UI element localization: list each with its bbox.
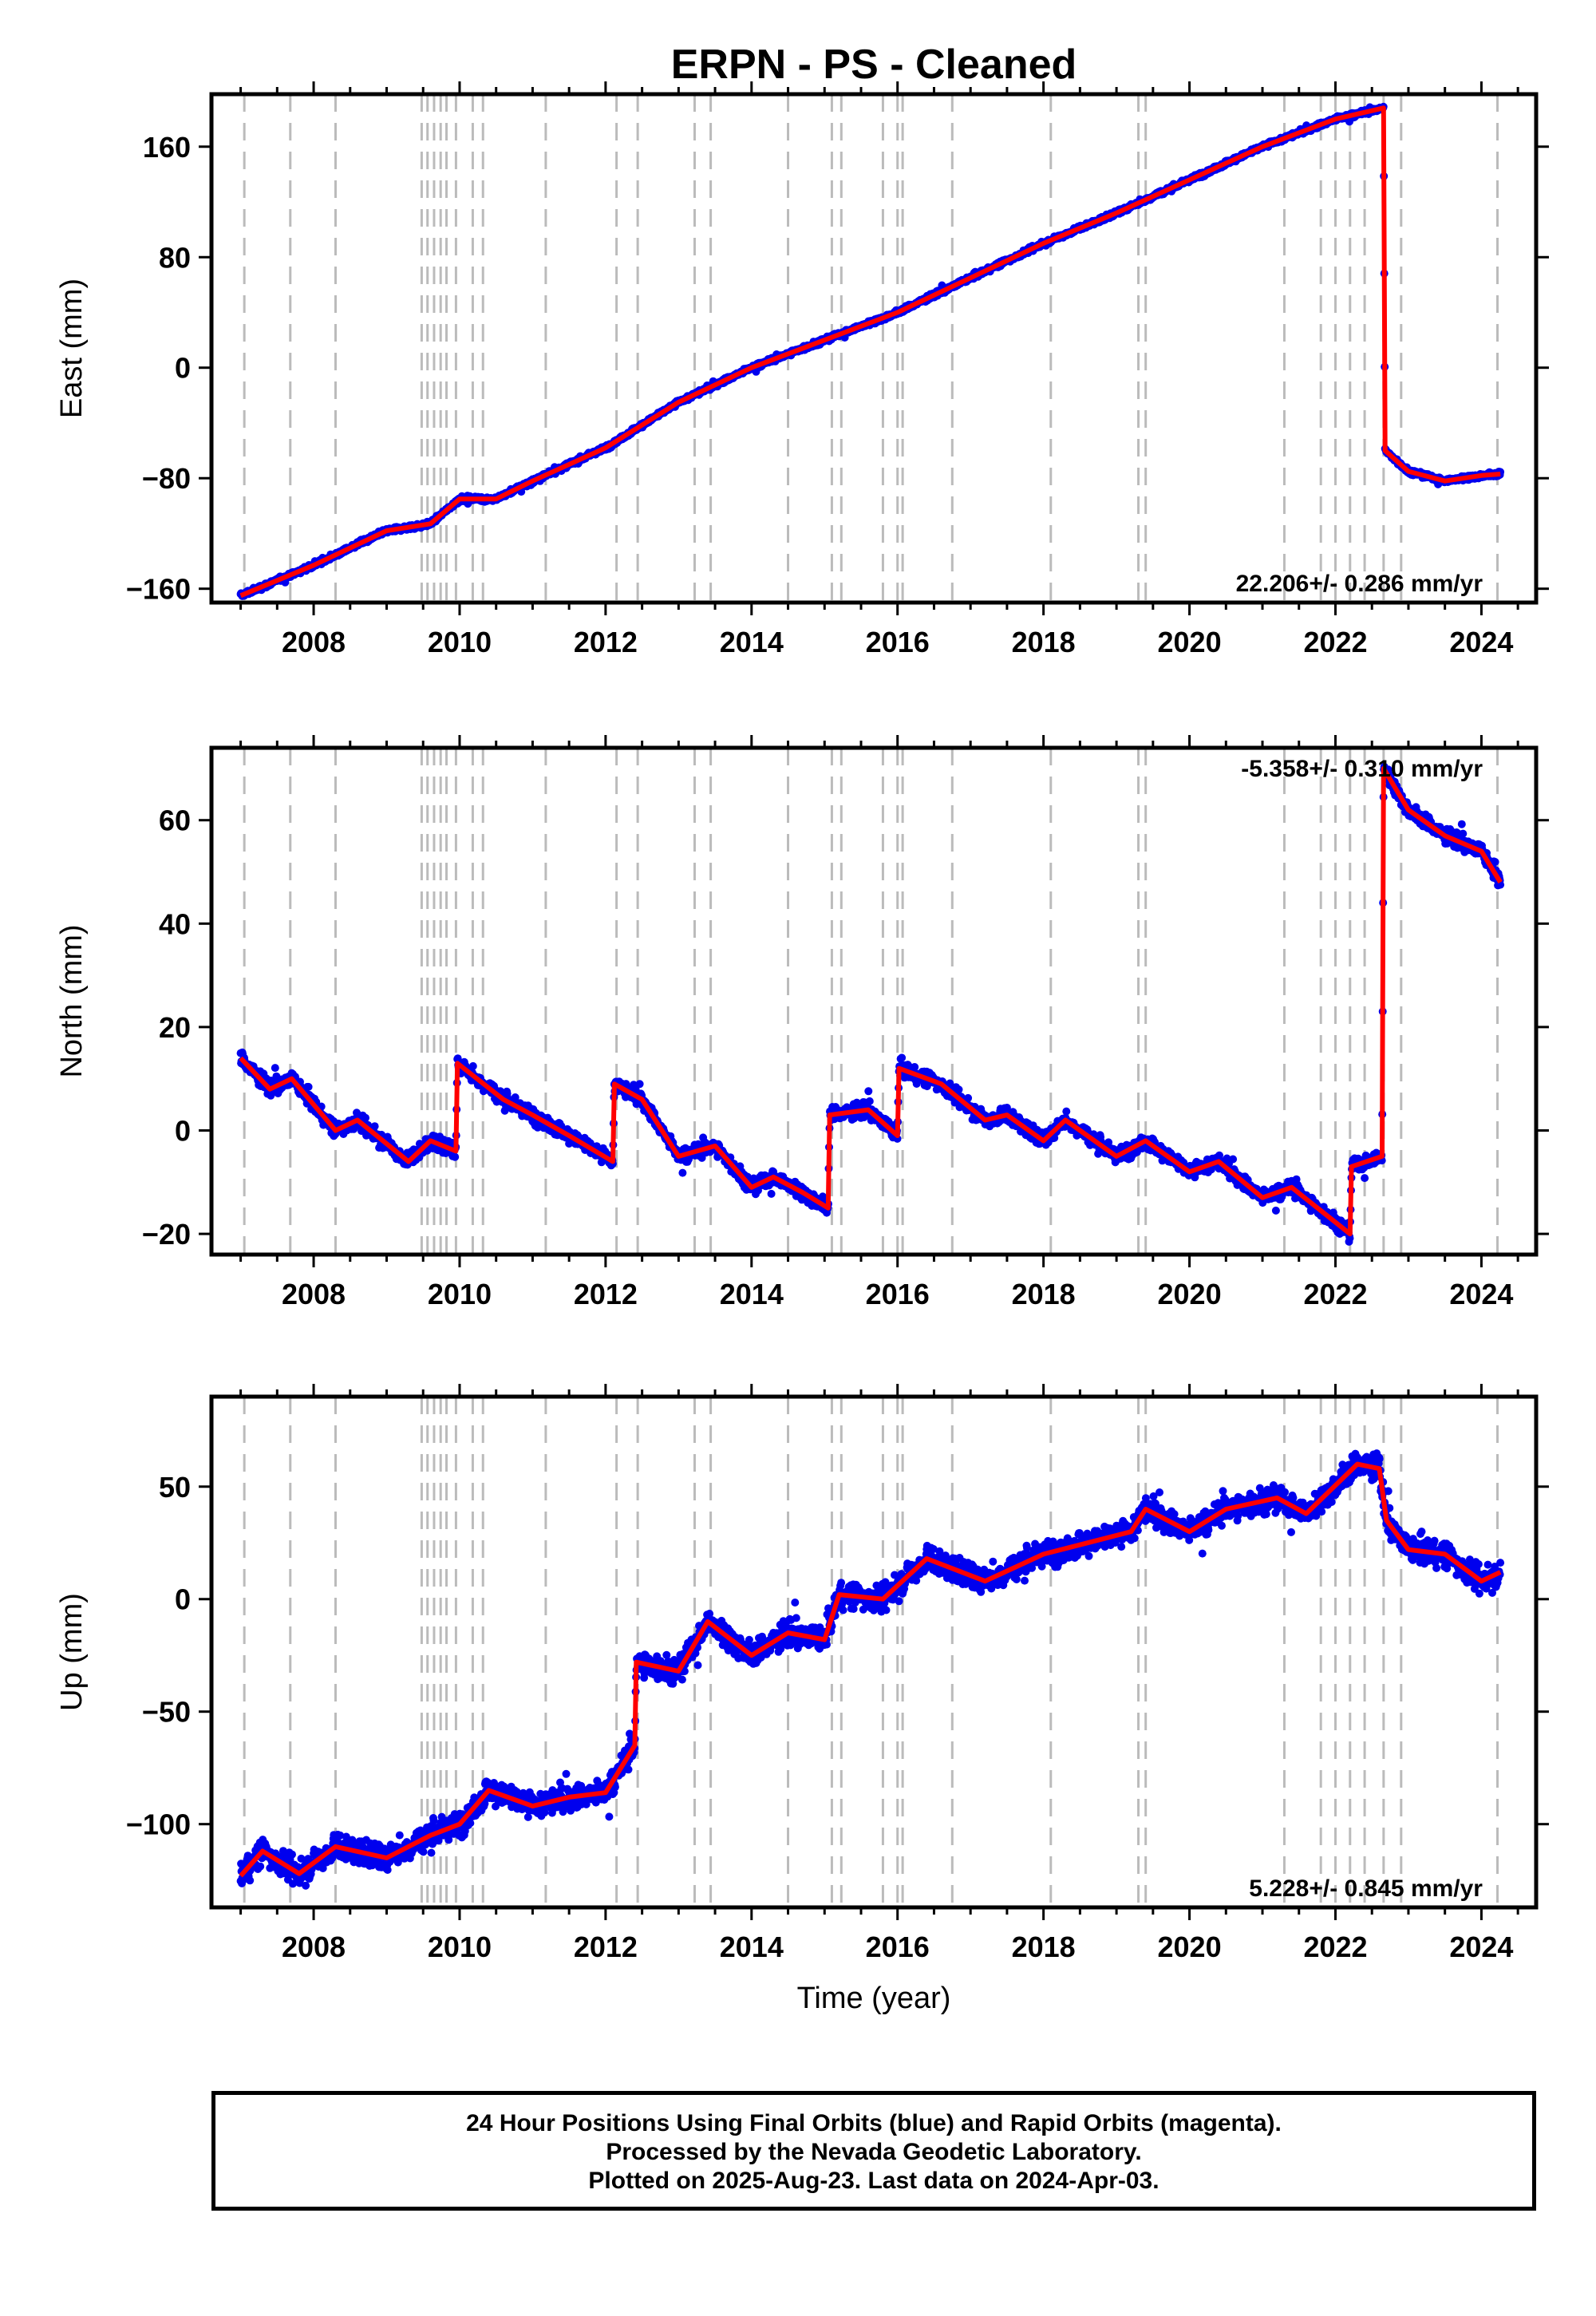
data-point [864,1087,873,1096]
chart-title: ERPN - PS - Cleaned [671,41,1077,88]
y-tick-label: 160 [143,131,191,164]
data-point [304,1082,313,1091]
plot-frame-east [209,92,1539,605]
panel-east: 2008 2010 2012 2014 2016 2018 2020 2022 2024 −160… [55,41,1549,658]
data-point [635,1080,644,1089]
x-tick-label: 2024 [1449,626,1513,658]
x-tick-label: 2020 [1158,626,1222,658]
y-tick-label: 80 [159,241,191,274]
x-tick-label: 2010 [428,626,492,658]
data-point [865,1097,874,1105]
plot-area-north [236,748,1505,1255]
x-tick-label: 2016 [866,626,930,658]
data-point [271,1064,279,1073]
data-point [370,1122,379,1131]
panel-north: 2008 2010 2012 2014 2016 2018 2020 2022 2024−200… [55,735,1549,1310]
rate-label: 22.206+/- 0.286 mm/yr [1236,571,1483,597]
x-tick-label: 2012 [574,626,638,658]
data-point [678,1168,687,1177]
data-point [911,1063,919,1071]
data-point [451,1152,460,1161]
x-tick-label: 2008 [282,626,346,658]
data-point [361,1113,369,1122]
plot-area-east [236,94,1505,603]
x-tick-label: 2018 [1012,626,1076,658]
data-point [468,1061,477,1070]
y-tick-label: −80 [142,462,191,495]
x-tick-label: 2022 [1303,626,1367,658]
y-tick-label: 0 [175,352,191,385]
data-point [767,1189,776,1198]
data-point [898,1053,907,1062]
x-tick-label: 2014 [720,626,784,658]
y-tick-label: −160 [126,573,191,606]
y-axis-label: East (mm) [55,279,89,418]
model-line-east [239,105,1501,599]
